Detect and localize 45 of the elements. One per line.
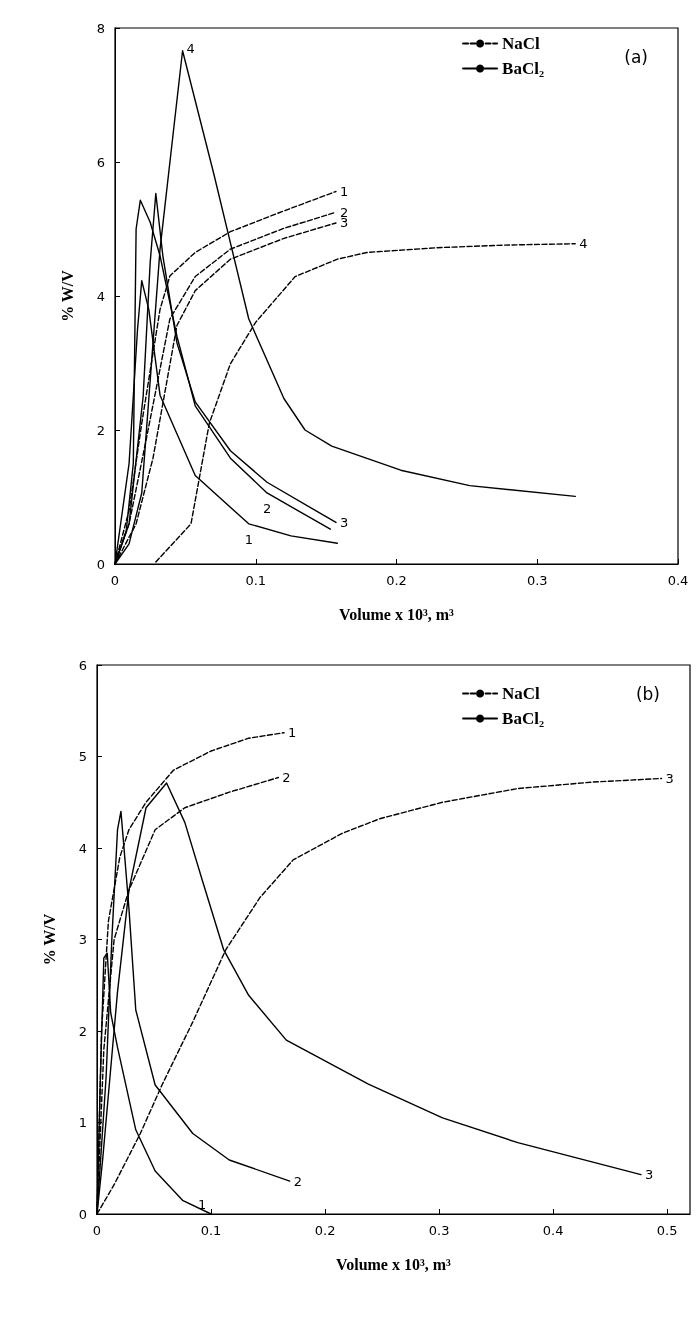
legend-label: NaCl xyxy=(502,34,541,53)
x-tick-label: 0.4 xyxy=(667,573,689,588)
x-tick-label: 0.1 xyxy=(245,573,267,588)
y-tick-label: 4 xyxy=(96,288,105,304)
x-tick-label: 0.3 xyxy=(428,1223,450,1238)
y-tick-label: 1 xyxy=(78,1115,87,1130)
annotation: 3 xyxy=(339,215,349,231)
x-tick-label: 0 xyxy=(110,573,120,588)
annotation: 2 xyxy=(293,1173,303,1189)
y-tick-label: 8 xyxy=(96,20,105,36)
y-tick-label: 5 xyxy=(78,749,87,764)
annotation: 1 xyxy=(339,183,349,199)
annotation: 1 xyxy=(244,532,253,548)
annotation: 3 xyxy=(644,1167,654,1183)
annotation: 4 xyxy=(186,41,195,57)
x-axis-title: Volume x 10³, m³ xyxy=(339,605,455,623)
x-tick-label: 0.2 xyxy=(386,573,407,588)
x-tick-label: 0.5 xyxy=(656,1223,678,1238)
annotation: 1 xyxy=(197,1197,207,1213)
x-tick-label: 0.2 xyxy=(314,1223,336,1238)
y-tick-label: 0 xyxy=(96,556,105,572)
y-tick-label: 6 xyxy=(96,154,105,170)
y-tick-label: 2 xyxy=(96,422,105,438)
y-tick-label: 4 xyxy=(78,840,87,856)
annotation: 4 xyxy=(579,236,588,252)
x-axis-title: Volume x 10³, m³ xyxy=(336,1255,452,1273)
annotation: (b) xyxy=(635,683,661,704)
y-axis-title: % W/V xyxy=(40,913,58,966)
annotation: 2 xyxy=(263,501,272,517)
legend-label: NaCl xyxy=(502,684,541,703)
y-tick-label: 2 xyxy=(78,1023,87,1039)
x-tick-label: 0.3 xyxy=(526,573,548,588)
annotation: (a) xyxy=(624,46,649,67)
y-tick-label: 6 xyxy=(78,657,87,673)
legend-label: BaCl₂ xyxy=(502,709,544,728)
annotation: 2 xyxy=(282,770,291,786)
legend-label: BaCl₂ xyxy=(502,59,544,78)
x-tick-label: 0.1 xyxy=(200,1223,222,1238)
annotation: 3 xyxy=(339,514,349,530)
annotation: 1 xyxy=(288,725,297,741)
y-tick-label: 3 xyxy=(78,932,87,947)
x-tick-label: 0.4 xyxy=(542,1223,564,1238)
y-axis-title: % W/V xyxy=(58,269,76,322)
y-tick-label: 0 xyxy=(78,1206,87,1222)
annotation: 3 xyxy=(665,770,674,786)
